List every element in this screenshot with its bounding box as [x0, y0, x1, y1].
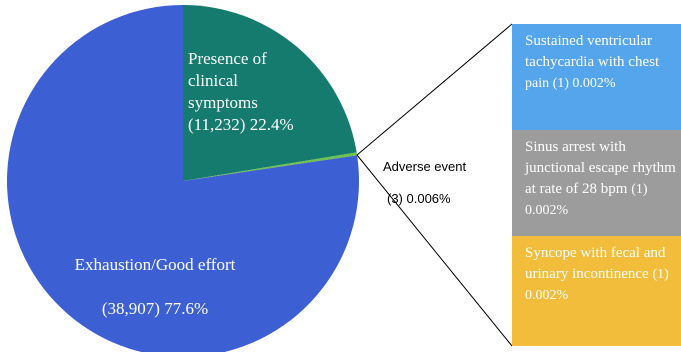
- breakdown-box-tachycardia: Sustained ventricular tachycardia with c…: [512, 24, 681, 130]
- callout-line-bottom: [356, 154, 513, 347]
- breakdown-count-tachycardia: pain (1) 0.002%: [525, 76, 616, 91]
- slice-label-clinical: Presence of clinical symptoms (11,232) 2…: [188, 49, 294, 134]
- breakdown-box-sinus-arrest: Sinus arrest with junctional escape rhyt…: [512, 130, 681, 236]
- slice-label-exhaustion: Exhaustion/Good effort (38,907) 77.6%: [30, 232, 280, 342]
- slice-label-adverse: Adverse event (3) 0.006%: [383, 143, 466, 223]
- slice-label-adverse-value: (3) 0.006%: [387, 191, 451, 206]
- breakdown-text-syncope: Syncope with fecal and urinary incontine…: [525, 245, 666, 282]
- slice-label-adverse-name: Adverse event: [383, 159, 467, 174]
- pie-slice-exhaustion: [7, 5, 359, 352]
- breakdown-count-sinus-arrest: (1) 0.002%: [525, 182, 648, 218]
- slice-label-exhaustion-value: (38,907) 77.6%: [101, 299, 209, 318]
- pie-slice-adverse: [183, 152, 358, 181]
- callout-line-top: [356, 23, 513, 156]
- pie-slice-clinical: [183, 5, 357, 181]
- breakdown-text-sinus-arrest: Sinus arrest with junctional escape rhyt…: [525, 139, 676, 197]
- breakdown-count-syncope: (1) 0.002%: [525, 267, 669, 303]
- breakdown-box-syncope: Syncope with fecal and urinary incontine…: [512, 236, 681, 346]
- breakdown-text-tachycardia: Sustained ventricular tachycardia with c…: [525, 33, 660, 70]
- slice-label-exhaustion-name: Exhaustion/Good effort: [74, 255, 236, 274]
